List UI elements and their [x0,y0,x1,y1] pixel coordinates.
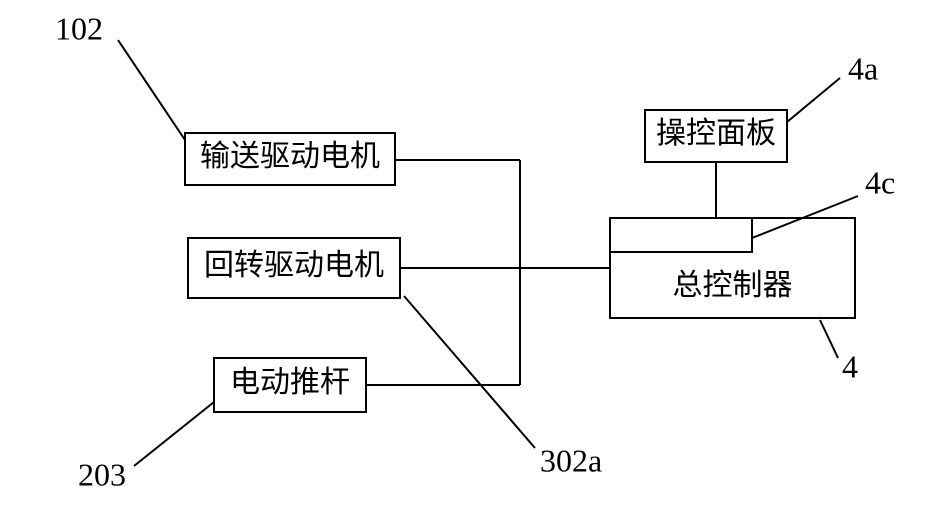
box-rotary_motor: 回转驱动电机 [188,238,400,298]
box-control_panel: 操控面板 [645,110,787,162]
label-l302a: 302a [540,442,602,478]
box-main_controller-label: 总控制器 [673,269,793,302]
leader-l4 [820,320,838,358]
box-push_rod: 电动推杆 [214,358,366,412]
box-conveyor_motor-label: 输送驱动电机 [200,140,380,173]
label-l4a: 4a [848,50,878,86]
label-l203: 203 [78,456,126,492]
box-main_controller: 总控制器 [610,218,855,318]
box-push_rod-label: 电动推杆 [230,366,350,399]
box-control_panel-label: 操控面板 [656,117,776,150]
leader-l102 [118,40,185,140]
label-l4: 4 [842,348,858,384]
label-l102: 102 [55,10,103,46]
leader-l4a [787,78,840,122]
box-rotary_motor-label: 回转驱动电机 [204,249,384,282]
box-conveyor_motor: 输送驱动电机 [185,133,395,185]
leader-l203 [134,402,214,466]
controller-inner-notch [610,218,752,252]
label-l4c: 4c [865,164,895,200]
leader-l302a [404,296,535,448]
